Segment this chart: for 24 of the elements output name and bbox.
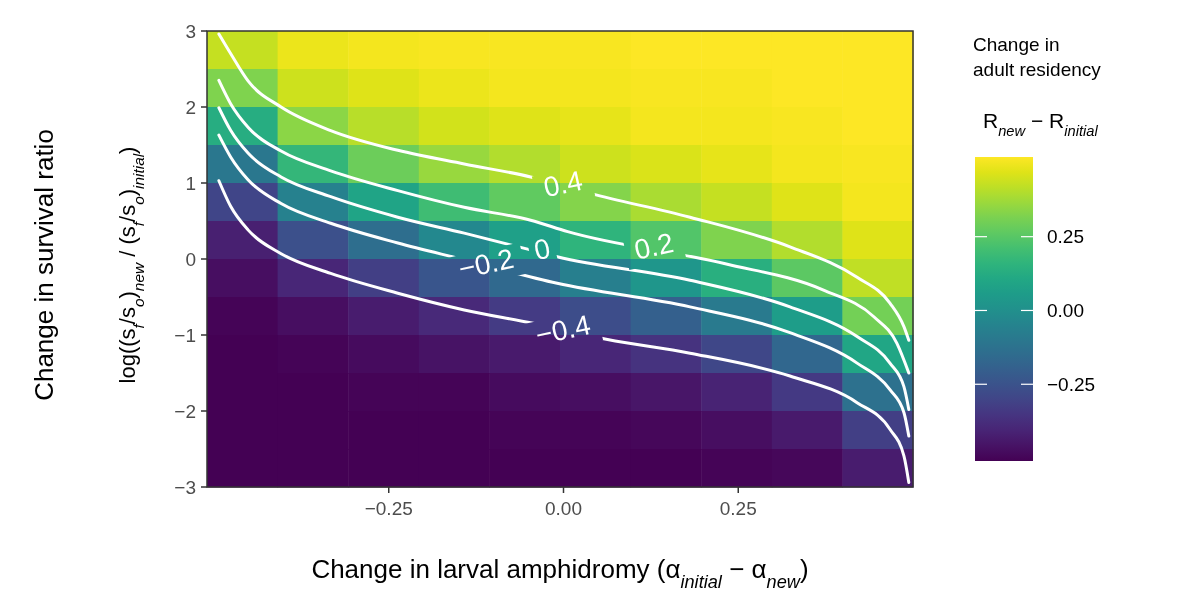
x-tick-label: 0.25 — [719, 498, 757, 519]
color-bar-label: 0.25 — [1047, 226, 1084, 248]
text: Change in adult residency R$_{new}$ − R$_{initial}$ — [973, 34, 1101, 139]
annotation: 0 — [531, 232, 553, 267]
line-series — [217, 32, 911, 342]
x-tick-label: −0.25 — [364, 498, 413, 519]
y-tick-label: −3 — [174, 476, 196, 498]
color-bar-label: 0.00 — [1047, 299, 1084, 321]
x-tick-label: 0.00 — [545, 498, 582, 519]
color-bar-label: −0.25 — [1047, 373, 1096, 395]
y-tick-label: −1 — [174, 324, 196, 346]
annotation: 0.2 — [631, 227, 677, 266]
annotation: −0.2 — [455, 242, 517, 285]
x-axis-title: Change in larval amphidromy (α$_{initial}$ − α$_{new}$) — [311, 554, 809, 592]
line-series — [217, 133, 911, 438]
y-tick-label: 3 — [185, 20, 196, 42]
line-series — [217, 106, 911, 411]
y-tick-label: 2 — [185, 96, 196, 118]
y-tick-label: 0 — [185, 248, 196, 270]
annotation: 0.4 — [540, 164, 586, 204]
y-tick-label: −2 — [174, 400, 196, 422]
line-series — [217, 78, 911, 375]
y-tick-label: 1 — [185, 172, 196, 194]
annotation: −0.4 — [532, 308, 594, 351]
